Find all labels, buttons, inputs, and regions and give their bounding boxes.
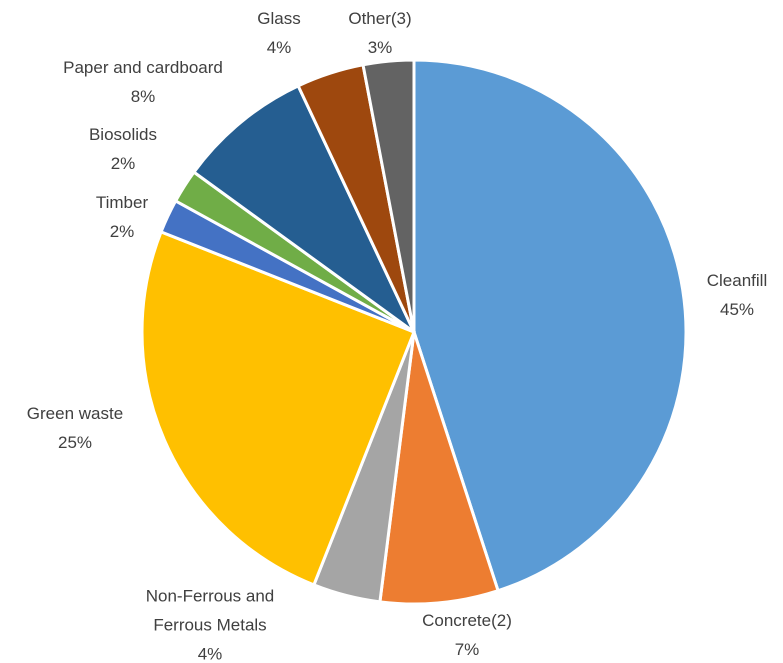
slice-label: Cleanfill 45% [677,266,783,324]
category-label: Concrete(2) [422,611,512,630]
category-label: Glass [257,9,301,28]
pie-slice [412,58,688,593]
value-label: 2% [109,222,135,241]
slice-label: Other(3) 3% [335,4,425,62]
slice-label: Non-Ferrous and Ferrous Metals 4% [125,582,295,663]
pie-slice [191,83,416,334]
category-label: Timber [95,193,149,212]
slice-label: Timber 2% [72,188,172,246]
value-label: 3% [367,38,393,57]
category-label: Cleanfill [706,271,768,290]
pie-slice [361,58,416,333]
value-label: 4% [266,38,292,57]
value-label: 45% [719,300,755,319]
value-label: 4% [197,644,223,663]
value-label: 2% [110,154,136,173]
pie-slice [378,331,500,606]
category-label: Paper and cardboard [63,58,223,77]
category-label: Other(3) [348,9,412,28]
slice-label: Concrete(2) 7% [397,606,537,663]
slice-label: Glass 4% [239,4,319,62]
value-label: 8% [130,87,156,106]
slice-label: Biosolids 2% [68,120,178,178]
value-label: 7% [454,640,480,659]
category-label: Biosolids [88,125,158,144]
slice-label: Paper and cardboard 8% [23,53,263,111]
slice-label: Green waste 25% [5,399,145,457]
value-label: 25% [57,433,93,452]
pie-slice [140,229,416,587]
category-label: Non-Ferrous and Ferrous Metals [145,586,275,635]
category-label: Green waste [26,404,124,423]
